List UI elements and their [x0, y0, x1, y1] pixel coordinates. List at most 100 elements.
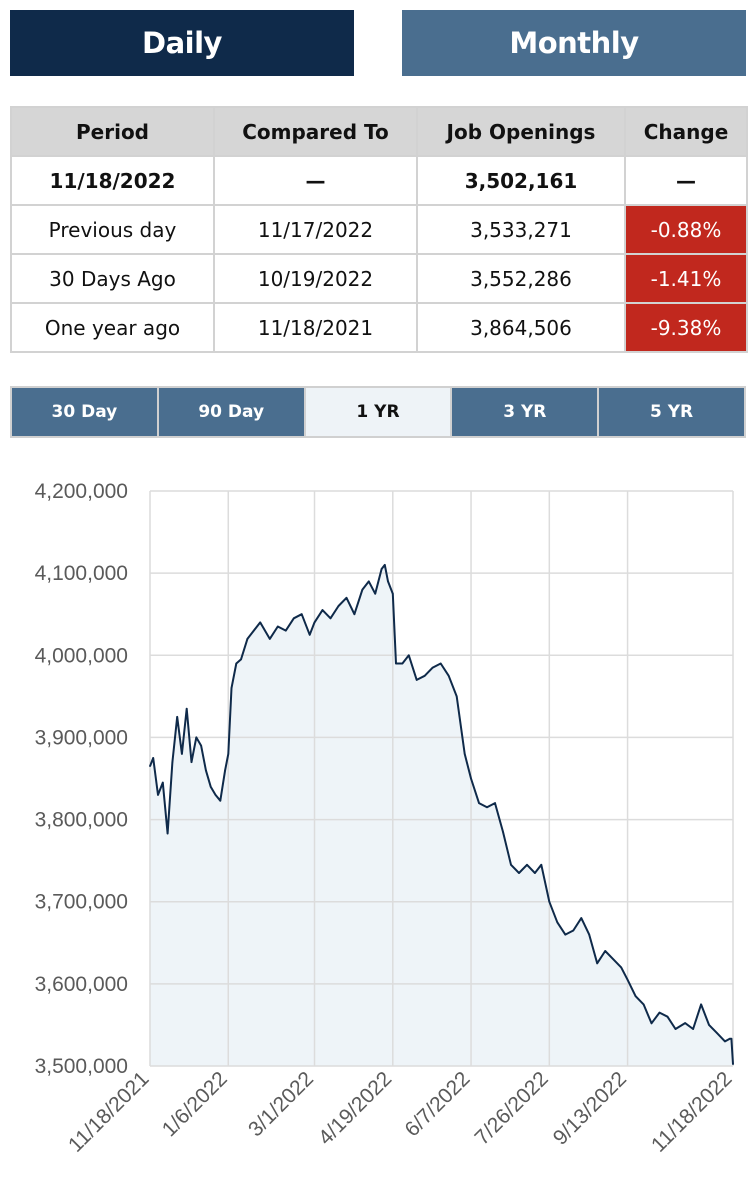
daily-toggle-button[interactable]: Daily	[10, 10, 354, 76]
data-point	[478, 802, 480, 804]
data-point	[716, 1032, 718, 1034]
data-point	[276, 625, 279, 628]
data-point	[518, 872, 520, 874]
data-point	[235, 662, 238, 665]
data-point	[166, 832, 169, 835]
range-tab-5-yr[interactable]: 5 YR	[599, 388, 744, 436]
data-point	[219, 799, 222, 802]
row-change-negative: -0.88%	[624, 204, 748, 255]
row-change-negative: -1.41%	[624, 253, 748, 304]
data-point	[227, 753, 230, 755]
data-point	[185, 707, 188, 710]
data-point	[200, 744, 202, 747]
y-tick-label: 3,700,000	[35, 891, 128, 914]
x-tick-label: 9/13/2022	[549, 1067, 631, 1149]
table-row: 30 Days Ago 10/19/2022 3,552,286 -1.41%	[10, 253, 748, 304]
row-period: One year ago	[10, 302, 215, 353]
job-openings-chart: 3,500,000 3,600,000 3,700,000 3,800,000 3,90…	[35, 480, 737, 1157]
data-point	[604, 950, 607, 952]
range-tab-90-day[interactable]: 90 Day	[158, 388, 304, 436]
x-tick-label: 6/7/2022	[401, 1067, 475, 1141]
data-point	[383, 564, 386, 566]
header-job-openings: Job Openings	[416, 106, 626, 157]
data-point	[195, 736, 198, 739]
row-compared-to: —	[213, 155, 418, 206]
data-point	[395, 662, 397, 665]
series-area	[150, 564, 733, 1066]
y-tick-label: 3,900,000	[35, 726, 128, 749]
x-tick-label: 4/19/2022	[314, 1067, 396, 1149]
x-tick-label: 3/1/2022	[244, 1067, 318, 1141]
data-point	[181, 753, 183, 755]
range-tab-1-yr[interactable]: 1 YR	[305, 388, 451, 436]
row-compared-to: 11/17/2022	[213, 204, 418, 255]
data-point	[415, 679, 418, 681]
data-point	[387, 580, 389, 583]
data-point	[729, 1037, 731, 1040]
data-point	[732, 1063, 734, 1066]
data-point	[209, 785, 212, 788]
data-point	[470, 777, 472, 780]
data-point	[292, 617, 295, 620]
data-point	[337, 605, 340, 607]
data-point	[284, 629, 287, 632]
row-job-openings: 3,502,161	[416, 155, 626, 206]
data-point	[345, 596, 348, 599]
data-point	[321, 609, 324, 611]
data-point	[572, 929, 575, 932]
data-point	[259, 621, 262, 624]
data-point	[526, 863, 528, 866]
x-tick-label: 11/18/2022	[647, 1067, 736, 1156]
header-compared-to: Compared To	[213, 106, 418, 157]
data-point	[580, 917, 583, 919]
data-point	[361, 588, 364, 591]
data-point	[190, 761, 193, 763]
row-compared-to: 11/18/2021	[213, 302, 418, 353]
data-point	[556, 921, 559, 924]
data-point	[268, 638, 271, 640]
data-point	[658, 1011, 661, 1014]
data-point	[214, 794, 217, 796]
range-selector: 30 Day 90 Day 1 YR 3 YR 5 YR	[10, 386, 746, 438]
data-point	[626, 978, 629, 981]
data-point	[157, 794, 159, 796]
data-point	[368, 580, 370, 583]
range-tab-3-yr[interactable]: 3 YR	[452, 388, 598, 436]
range-tab-30-day[interactable]: 30 Day	[12, 388, 157, 436]
data-point	[455, 695, 458, 698]
y-tick-label: 4,200,000	[35, 480, 128, 503]
row-job-openings: 3,864,506	[416, 302, 626, 353]
header-change: Change	[624, 106, 748, 157]
data-point	[642, 1003, 645, 1006]
data-point	[684, 1022, 686, 1024]
data-point	[161, 781, 164, 784]
data-point	[407, 654, 410, 657]
data-point	[253, 629, 255, 632]
y-tick-label: 4,000,000	[35, 644, 128, 667]
data-point	[502, 831, 504, 833]
row-job-openings: 3,552,286	[416, 253, 626, 304]
table-row: Previous day 11/17/2022 3,533,271 -0.88%	[10, 204, 748, 255]
data-point	[300, 613, 303, 616]
data-point	[205, 769, 207, 772]
data-point	[246, 638, 249, 640]
y-tick-label: 4,100,000	[35, 562, 128, 585]
data-point	[374, 592, 377, 595]
data-point	[329, 617, 332, 620]
data-point	[510, 863, 512, 866]
row-change: —	[624, 155, 748, 206]
data-point	[634, 995, 637, 997]
table-header-row: Period Compared To Job Openings Change	[10, 106, 748, 157]
data-point	[730, 1037, 733, 1040]
data-point	[353, 613, 356, 616]
table-row: 11/18/2022 — 3,502,161 —	[10, 155, 748, 206]
row-job-openings: 3,533,271	[416, 204, 626, 255]
data-point	[447, 675, 450, 677]
y-tick-label: 3,800,000	[35, 809, 128, 832]
row-period: 11/18/2022	[10, 155, 215, 206]
y-tick-label: 3,500,000	[35, 1055, 128, 1078]
monthly-toggle-button[interactable]: Monthly	[402, 10, 746, 76]
data-point	[230, 687, 233, 689]
data-point	[308, 633, 311, 636]
x-tick-label: 11/18/2021	[64, 1067, 153, 1156]
